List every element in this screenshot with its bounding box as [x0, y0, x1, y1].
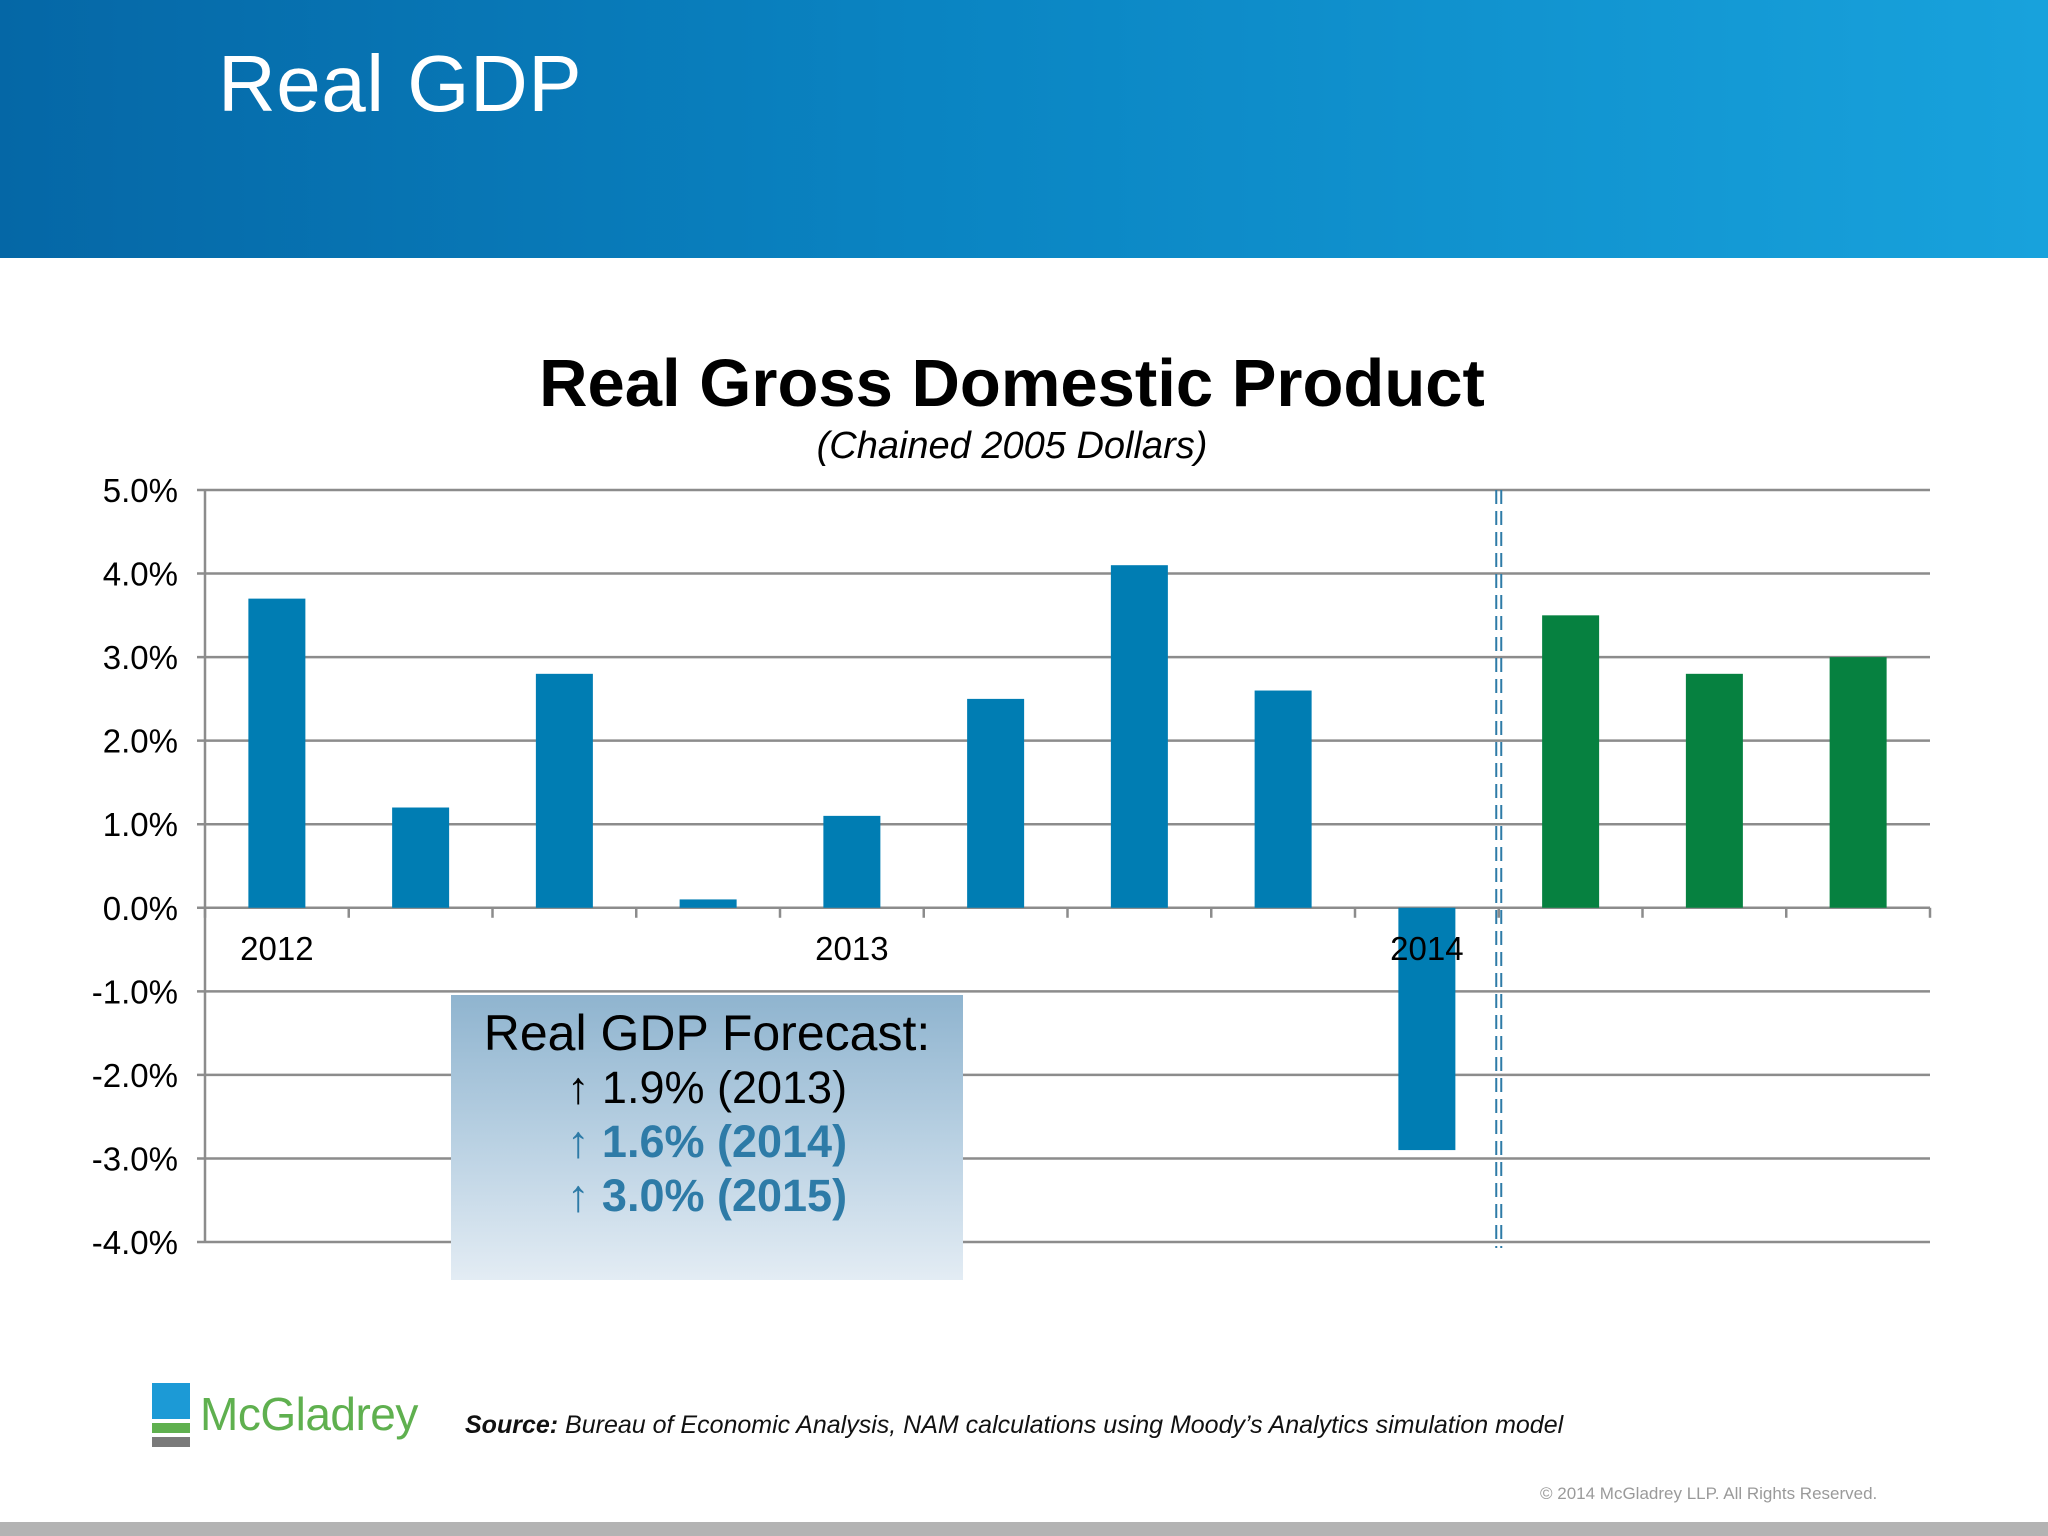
slide-title: Real GDP — [218, 39, 583, 128]
y-tick-label: 3.0% — [103, 639, 178, 676]
logo-mark-icon — [152, 1383, 190, 1447]
gdp-bar — [248, 598, 306, 908]
footer-bar — [0, 1522, 2048, 1536]
source-text: Bureau of Economic Analysis, NAM calcula… — [558, 1411, 1564, 1439]
chart-title: Real Gross Domestic Product — [539, 346, 1485, 421]
gdp-bar — [1110, 565, 1168, 908]
y-tick-label: 1.0% — [103, 806, 178, 843]
gdp-bar — [1685, 673, 1743, 908]
header-banner — [0, 0, 2048, 258]
copyright: © 2014 McGladrey LLP. All Rights Reserve… — [1540, 1484, 1878, 1503]
forecast-line-2014: ↑ 1.6% (2014) — [566, 1116, 848, 1167]
gdp-bar — [1542, 615, 1600, 908]
source-label: Source: — [465, 1411, 559, 1439]
gdp-bar — [1398, 907, 1456, 1151]
gdp-bar — [535, 673, 593, 908]
y-tick-label: 0.0% — [103, 890, 178, 927]
gdp-bar — [1254, 690, 1312, 908]
x-tick-label: 2014 — [1390, 930, 1463, 967]
y-tick-label: 4.0% — [103, 556, 178, 593]
forecast-callout: Real GDP Forecast: ↑ 1.9% (2013) ↑ 1.6% … — [451, 995, 963, 1280]
gdp-bar — [967, 698, 1025, 908]
chart-subtitle: (Chained 2005 Dollars) — [816, 425, 1208, 467]
gdp-bar — [392, 807, 450, 908]
forecast-line-2015: ↑ 3.0% (2015) — [566, 1170, 848, 1221]
logo-text: McGladrey — [200, 1388, 418, 1440]
gdp-bar — [679, 899, 737, 908]
y-tick-label: -4.0% — [92, 1224, 178, 1261]
y-tick-label: 5.0% — [103, 472, 178, 509]
y-tick-label: -3.0% — [92, 1140, 178, 1177]
x-tick-label: 2012 — [240, 930, 313, 967]
gdp-bar — [823, 815, 881, 908]
forecast-title: Real GDP Forecast: — [483, 1005, 931, 1061]
y-tick-label: -1.0% — [92, 973, 178, 1010]
source-note: Source: Bureau of Economic Analysis, NAM… — [465, 1411, 1563, 1440]
forecast-line-2013: ↑ 1.9% (2013) — [566, 1062, 848, 1113]
x-tick-label: 2013 — [815, 930, 888, 967]
y-tick-label: -2.0% — [92, 1057, 178, 1094]
gdp-bar — [1829, 657, 1887, 908]
y-tick-label: 2.0% — [103, 723, 178, 760]
